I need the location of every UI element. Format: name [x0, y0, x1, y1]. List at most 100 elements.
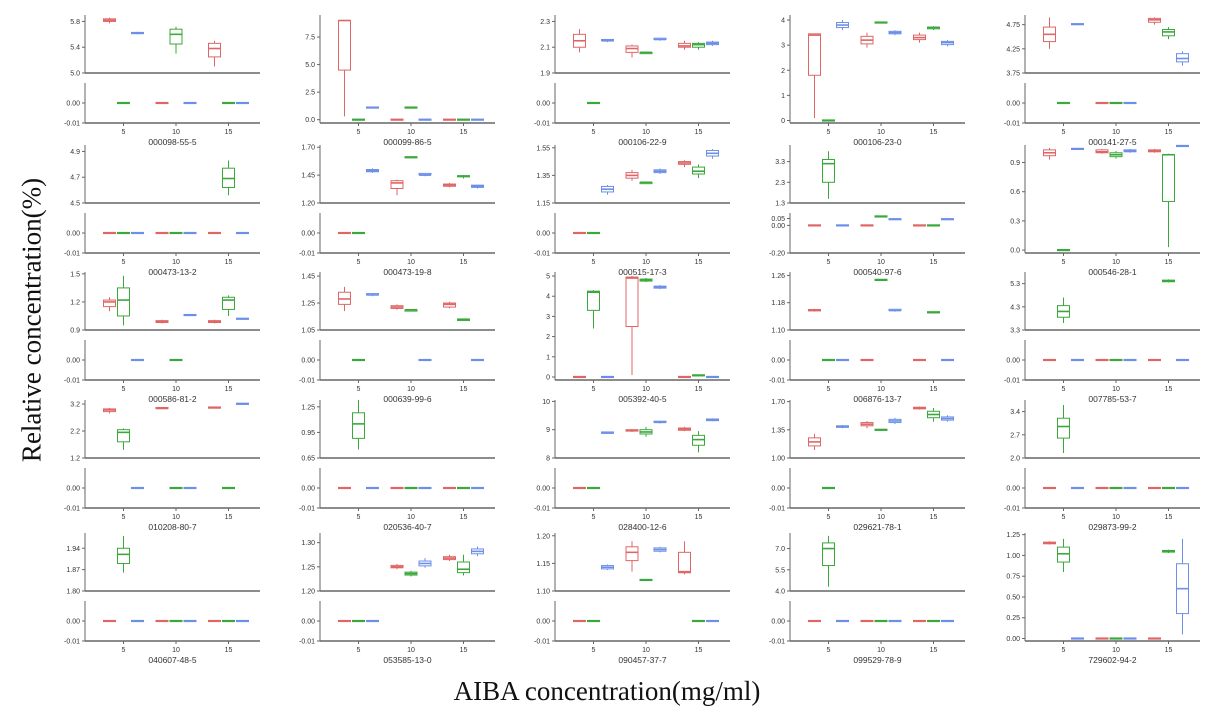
x-tick-label: 5 — [827, 647, 831, 654]
panel: 0 1 2 3 4 5 5 10 15 005392-40-5 — [546, 272, 730, 404]
panel-title: 029873-99-2 — [1088, 522, 1136, 532]
y-tick-label: 1.80 — [66, 589, 80, 596]
y-tick-label: 0.00 — [771, 486, 785, 493]
y-tick-label: 0 — [781, 118, 785, 125]
y-tick-label: 1 — [781, 93, 785, 100]
x-tick-label: 10 — [407, 129, 415, 136]
y-tick-label: 0.00 — [536, 101, 550, 108]
y-tick-label: -0.01 — [534, 639, 550, 646]
y-tick-label: 4.5 — [70, 201, 80, 208]
x-tick-label: 10 — [1112, 514, 1120, 521]
box-body — [222, 296, 235, 310]
y-tick-label: 1.15 — [536, 561, 550, 568]
y-tick-label: 1.87 — [66, 567, 80, 574]
y-tick-label: 2.0 — [1010, 456, 1020, 463]
x-tick-label: 10 — [172, 514, 180, 521]
y-tick-label: 7.5 — [305, 35, 315, 42]
box-body — [103, 299, 116, 308]
panel: 1.9 2.1 2.3 -0.01 0.00 5 10 15 000106-22-9 — [534, 15, 730, 147]
x-tick-label: 10 — [1112, 647, 1120, 654]
y-tick-label: 0.00 — [771, 358, 785, 365]
y-tick-label: 5.3 — [1010, 281, 1020, 288]
x-tick-label: 5 — [1062, 259, 1066, 266]
x-tick-label: 5 — [592, 259, 596, 266]
y-tick-label: 3 — [781, 43, 785, 50]
y-tick-label: 1.2 — [70, 456, 80, 463]
panel-title: 020536-40-7 — [383, 522, 431, 532]
y-tick-label: 4.25 — [1006, 46, 1020, 53]
box-body — [1057, 546, 1070, 563]
y-tick-label: -0.01 — [64, 251, 80, 258]
x-tick-label: 5 — [122, 386, 126, 393]
x-tick-label: 5 — [1062, 514, 1066, 521]
y-tick-label: 0.00 — [536, 619, 550, 626]
panel-title: 099529-78-9 — [853, 655, 901, 665]
x-tick-label: 5 — [827, 386, 831, 393]
y-tick-label: 3.2 — [70, 402, 80, 409]
y-tick-label: 5.5 — [775, 567, 785, 574]
x-tick-label: 15 — [225, 514, 233, 521]
panel: 4.0 5.5 7.0 -0.01 0.00 5 10 15 099529-78-9 — [769, 533, 965, 665]
panel: 1.15 1.35 1.55 -0.01 0.00 5 10 15 000515-17-3 — [534, 145, 730, 277]
panel-title: 729602-94-2 — [1088, 655, 1136, 665]
x-tick-label: 15 — [460, 647, 468, 654]
panel: 2.0 2.7 3.4 -0.01 0.00 5 10 15 029873-99-2 — [1004, 400, 1200, 532]
x-tick-label: 5 — [1062, 129, 1066, 136]
y-tick-label: 2.1 — [540, 45, 550, 52]
y-tick-label: 0 — [546, 374, 550, 381]
x-tick-label: 15 — [460, 259, 468, 266]
box-body — [587, 290, 600, 311]
x-tick-label: 5 — [357, 259, 361, 266]
x-axis-label: AIBA concentration(mg/ml) — [453, 676, 761, 706]
y-tick-label: 1.9 — [540, 71, 550, 78]
y-tick-label: -0.01 — [299, 251, 315, 258]
panel: 1.80 1.87 1.94 -0.01 0.00 5 10 15 040607-48-5 — [64, 533, 260, 665]
panel: 3.75 4.25 4.75 -0.01 0.00 5 10 15 000141-27-5 — [1004, 15, 1200, 147]
x-tick-label: 5 — [592, 647, 596, 654]
y-tick-label: 1.70 — [301, 145, 315, 152]
y-tick-label: 1.45 — [301, 173, 315, 180]
y-tick-label: 0.05 — [771, 216, 785, 223]
y-tick-label: 9 — [546, 427, 550, 434]
y-tick-label: 3.4 — [1010, 409, 1020, 416]
y-tick-label: 0.00 — [66, 358, 80, 365]
panel-title: 000546-28-1 — [1088, 267, 1136, 277]
panel-title: 000586-81-2 — [148, 394, 196, 404]
box-body — [625, 276, 639, 328]
y-tick-label: -0.01 — [64, 121, 80, 128]
y-tick-label: -0.01 — [299, 506, 315, 513]
y-tick-label: 0.95 — [301, 430, 315, 437]
y-tick-label: 0.25 — [1006, 615, 1020, 622]
box-body — [678, 551, 691, 574]
panel: 0 1 2 3 4 5 10 15 000106-23-0 — [781, 15, 965, 147]
panel: 3.3 4.3 5.3 -0.01 0.00 5 10 15 007785-53-7 — [1004, 272, 1200, 404]
y-tick-label: 4 — [781, 18, 785, 25]
y-tick-label: 2.2 — [70, 429, 80, 436]
x-tick-label: 5 — [357, 386, 361, 393]
x-tick-label: 15 — [1165, 129, 1173, 136]
x-tick-label: 10 — [172, 129, 180, 136]
y-tick-label: 1.30 — [301, 540, 315, 547]
y-tick-label: 5.0 — [70, 71, 80, 78]
box-body — [338, 20, 351, 71]
x-tick-label: 5 — [357, 647, 361, 654]
box-body — [352, 412, 365, 439]
y-tick-label: 1.20 — [536, 533, 550, 540]
panel-title: 000639-99-6 — [383, 394, 431, 404]
x-tick-label: 10 — [407, 514, 415, 521]
y-tick-label: 0.9 — [70, 328, 80, 335]
x-tick-label: 15 — [930, 386, 938, 393]
y-tick-label: 1.94 — [66, 546, 80, 553]
y-tick-label: 3 — [546, 314, 550, 321]
y-tick-label: 1.3 — [775, 201, 785, 208]
y-tick-label: 0.00 — [66, 486, 80, 493]
y-tick-label: 2.3 — [775, 180, 785, 187]
panel: 1.2 2.2 3.2 -0.01 0.00 5 10 15 010208-80-7 — [64, 400, 260, 532]
x-tick-label: 10 — [407, 647, 415, 654]
x-tick-label: 5 — [122, 129, 126, 136]
x-tick-label: 10 — [172, 647, 180, 654]
y-tick-label: 0.00 — [301, 231, 315, 238]
x-tick-label: 10 — [642, 129, 650, 136]
panel-title: 029621-78-1 — [853, 522, 901, 532]
x-tick-label: 5 — [122, 259, 126, 266]
